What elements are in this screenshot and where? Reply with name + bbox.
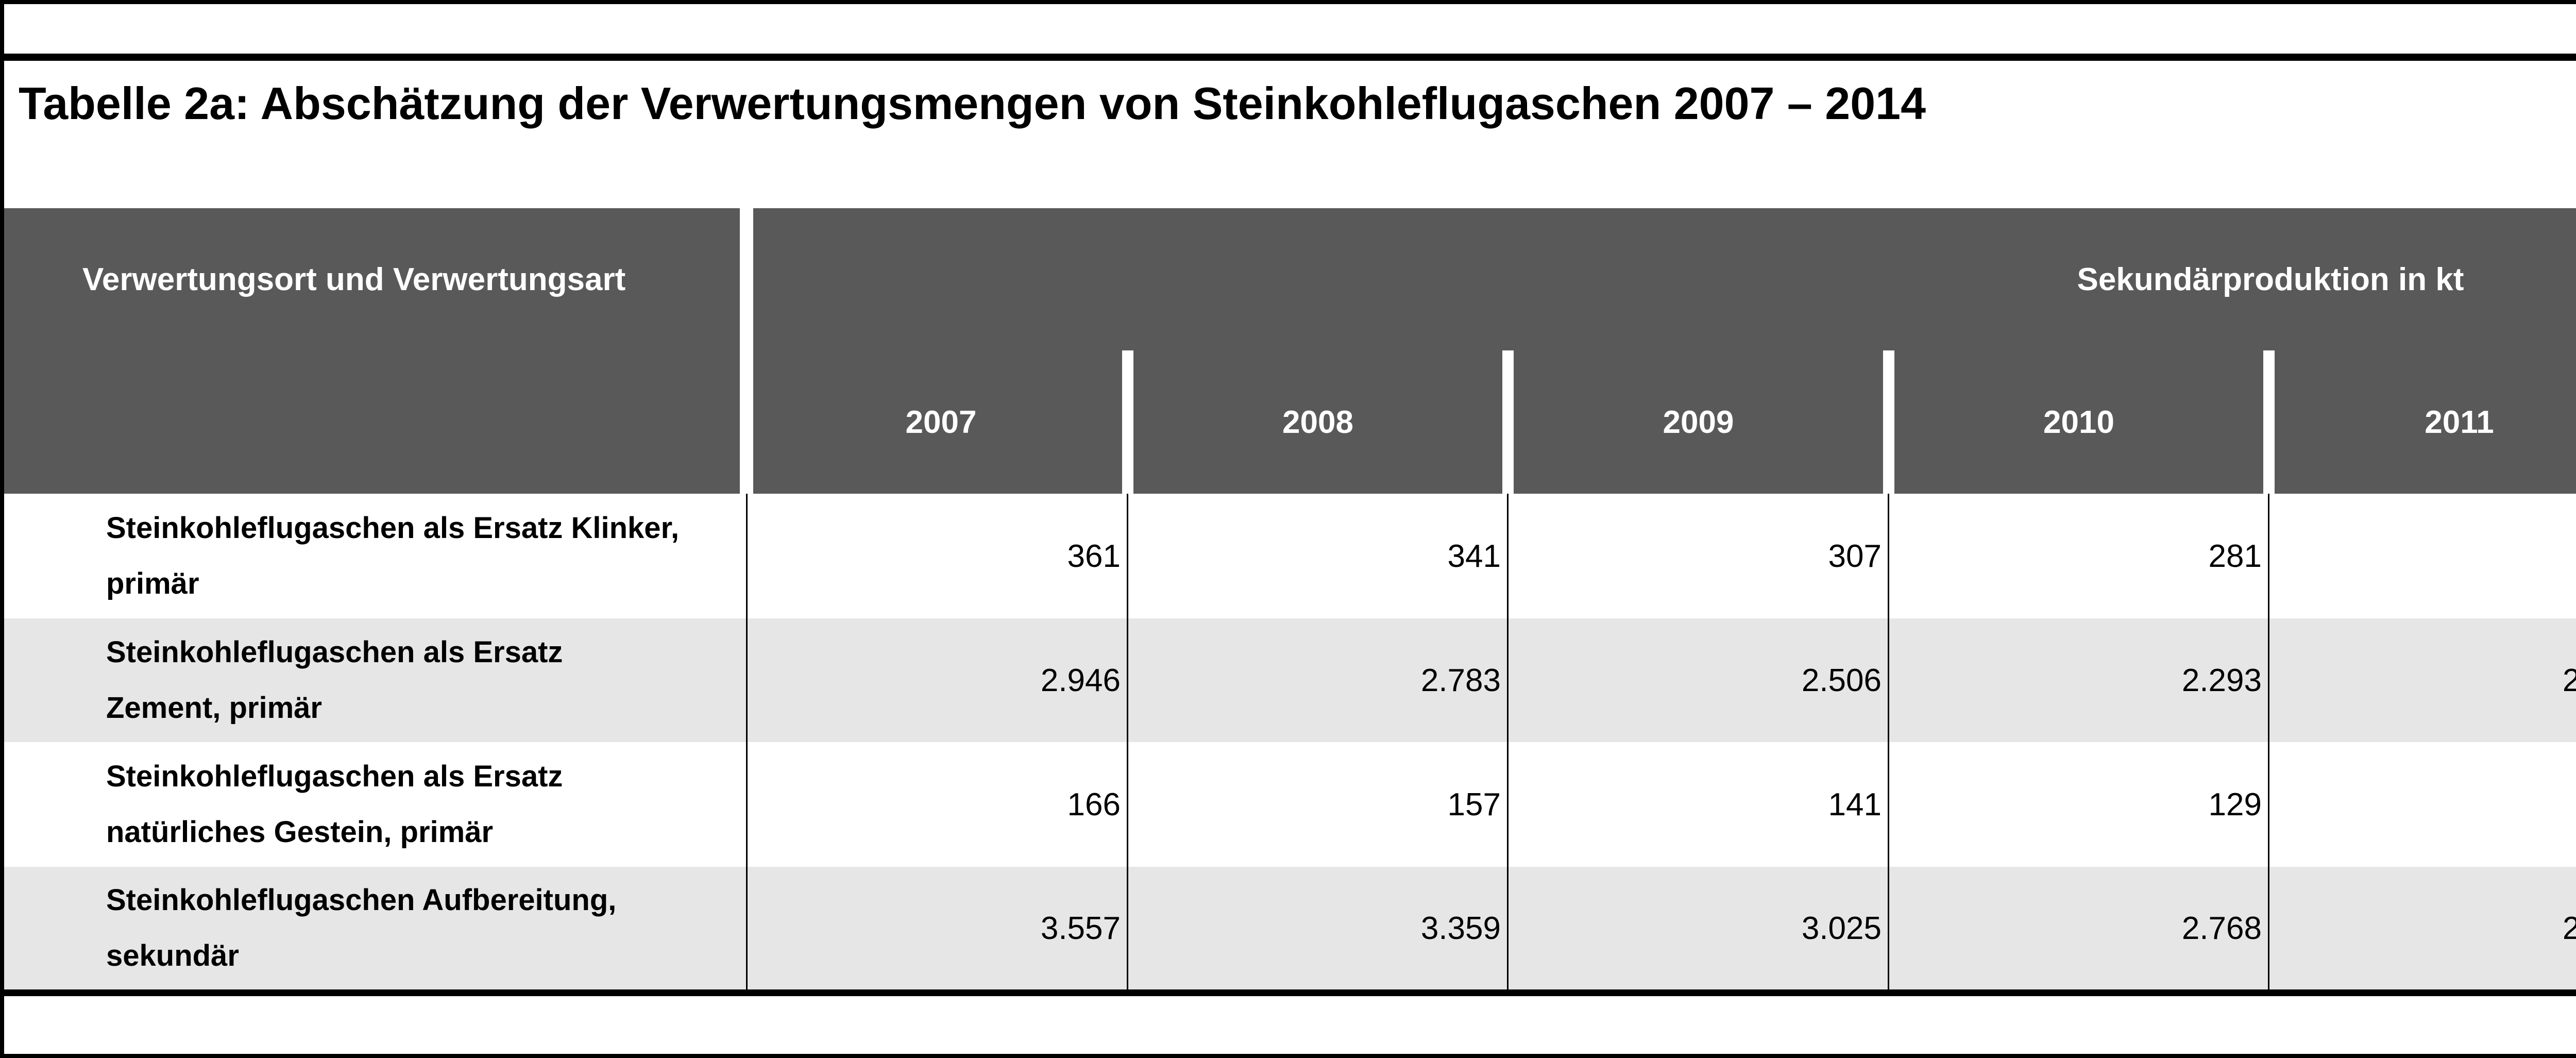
bottom-heavy-rule (4, 989, 2576, 996)
value-cell: 2.768 (2181, 910, 2262, 946)
year-divider-gap (2263, 350, 2275, 494)
value-cell: 2.293 (2181, 662, 2262, 698)
table-row: Steinkohleflugaschen als Ersatz natürlic… (4, 742, 2576, 867)
value-cell: 281 (2208, 538, 2262, 574)
table-header: Verwertungsort und Verwertungsart Sekund… (4, 208, 2576, 494)
table-row: Steinkohleflugaschen als Ersatz Zement, … (4, 618, 2576, 742)
value-cell: 3.025 (1801, 910, 1882, 946)
year-divider-gap (1502, 350, 1514, 494)
header-col1-label: Verwertungsort und Verwertungsart (82, 261, 626, 297)
value-cell: 2.946 (1040, 662, 1121, 698)
column-divider-line (2268, 494, 2269, 989)
row-label: Steinkohleflugaschen als Ersatz Klinker,… (106, 511, 680, 600)
value-cell: 166 (1067, 786, 1121, 822)
header-year-2009: 2009 (1663, 404, 1734, 440)
header-year-2010: 2010 (2043, 404, 2114, 440)
table-row: Steinkohleflugaschen Aufbereitung, sekun… (4, 867, 2576, 989)
row-label: Steinkohleflugaschen Aufbereitung, sekun… (106, 883, 617, 972)
value-cell: 2.783 (1420, 662, 1501, 698)
value-cell: 2.768 (2562, 910, 2576, 946)
header-col1-divider-gap (740, 208, 753, 494)
header-group-label: Sekundärproduktion in kt (2077, 261, 2464, 297)
top-heavy-rule (4, 54, 2576, 61)
value-cell: 2.293 (2562, 662, 2576, 698)
value-cell: 129 (2208, 786, 2262, 822)
column-divider-line (1888, 494, 1889, 989)
header-year-2007: 2007 (905, 404, 977, 440)
column-divider-line (746, 494, 748, 989)
header-year-2008: 2008 (1282, 404, 1353, 440)
row-label: Steinkohleflugaschen als Ersatz natürlic… (106, 760, 563, 849)
column-divider-line (1507, 494, 1509, 989)
value-cell: 361 (1067, 538, 1121, 574)
year-divider-gap (1122, 350, 1133, 494)
page-title: Tabelle 2a: Abschätzung der Verwertungsm… (19, 78, 1926, 129)
row-label: Steinkohleflugaschen als Ersatz Zement, … (106, 635, 563, 725)
value-cell: 341 (1447, 538, 1501, 574)
value-cell: 3.557 (1040, 910, 1121, 946)
table-row: Steinkohleflugaschen als Ersatz Klinker,… (4, 494, 2576, 618)
column-divider-line (1127, 494, 1128, 989)
value-cell: 157 (1447, 786, 1501, 822)
value-cell: 141 (1828, 786, 1882, 822)
value-cell: 2.506 (1801, 662, 1882, 698)
value-cell: 3.359 (1420, 910, 1501, 946)
year-divider-gap (1883, 350, 1894, 494)
value-cell: 307 (1828, 538, 1882, 574)
header-year-2011: 2011 (2425, 404, 2494, 440)
